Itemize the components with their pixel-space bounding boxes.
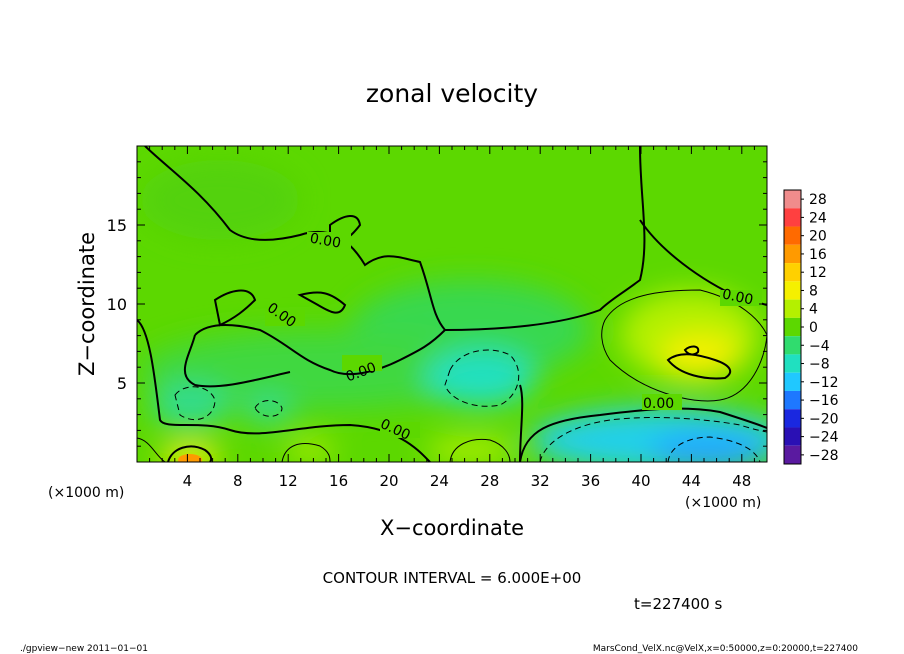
plot-area: 0.00 0.00 0.00 0.00 0.00 0.00 [137,146,767,462]
x-tick-label: 24 [430,472,449,490]
contour-label-bg [342,355,382,371]
contour-label-group: 0.00 0.00 0.00 0.00 0.00 0.00 [264,231,762,444]
colorbar-label: −20 [809,411,839,427]
colorbar-swatch [784,244,801,264]
colorbar-label: 12 [809,265,827,281]
colorbar-label: −28 [809,448,839,464]
x-axis-unit: (×1000 m) [685,495,761,511]
colorbar-label: 4 [809,302,818,318]
contour-label: 0.00 [721,286,755,308]
colorbar-label: 20 [809,229,827,245]
contour-label-bg [380,422,420,438]
colorbar-label: −8 [809,357,830,373]
contour-minus12-right [667,436,761,462]
field-patch [285,440,335,460]
y-axis: 5 10 15 [107,161,767,447]
colorbar-swatch [784,354,801,373]
x-tick-label: 44 [682,472,701,490]
contour-zero-center-lower [519,384,524,462]
colorbar-label: −24 [809,430,839,446]
colorbar-swatch [784,208,801,227]
field-patch [140,160,300,240]
contour-minus6-right [539,417,767,462]
colorbar-swatch [784,390,801,410]
colorbar: 28 24 20 16 12 8 4 0 −4 −8 −12 −16 −20 −24 −28 [783,189,839,465]
contour-dashed-lines [174,349,767,462]
colorbar-swatch [784,317,801,337]
x-tick-label: 16 [329,472,348,490]
field-patch [650,432,767,462]
contour-plus6-bottom [281,443,331,462]
colorbar-label: −4 [809,338,830,354]
time-label: t=227400 s [634,595,722,613]
contour-zero-upper [144,146,646,332]
x-tick-label: 20 [379,472,398,490]
colorbar-swatch [784,263,801,282]
colorbar-swatch [784,445,801,464]
x-tick-label: 32 [531,472,550,490]
colorbar-label: 16 [809,247,827,263]
contour-minus6-left2 [254,400,283,417]
colorbar-swatch [784,281,801,300]
colorbar-label: 8 [809,283,818,299]
contour-minus6-center [444,349,520,407]
contour-label-bg [642,394,682,410]
field-patch [425,438,515,462]
x-tick-label: 40 [631,472,650,490]
y-axis-label: Z−coordinate [75,232,99,376]
footer-right: MarsCond_VelX.nc@VelX,x=0:50000,z=0:2000… [593,644,858,654]
contour-label-bg [307,232,351,248]
y-tick-label: 5 [117,374,127,393]
colorbar-swatch [784,190,801,209]
field-patch [150,383,230,427]
colorbar-swatch [784,226,801,245]
y-axis-unit: (×1000 m) [48,485,124,501]
chart-title: zonal velocity [366,79,538,108]
contour-zero-center [194,324,446,376]
footer-left: ./gpview−new 2011−01−01 [20,644,148,654]
contour-plus6-bottom2 [449,438,511,462]
colorbar-swatch [784,372,801,391]
contour-island-b [297,291,347,314]
contour-label: 0.00 [309,231,342,252]
contour-minus6-left [174,386,216,420]
contour-label: 0.00 [643,396,674,412]
colorbar-label: 0 [809,320,818,336]
x-tick-label: 28 [480,472,499,490]
colorbar-swatch [784,427,801,446]
x-tick-label: 36 [581,472,600,490]
x-tick-label: 8 [233,472,243,490]
x-axis: 4 8 12 16 20 24 28 32 36 40 44 48 [149,146,755,490]
contour-label-bg [720,290,762,306]
field-patch [140,330,500,410]
contour-plus6-outline [601,289,767,402]
y-tick-label: 10 [107,295,127,314]
x-axis-label: X−coordinate [380,516,524,540]
colorbar-label: −12 [809,375,839,391]
contour-island-a [213,289,257,327]
field-patch [425,350,535,406]
contour-interval-note: CONTOUR INTERVAL = 6.000E+00 [323,569,582,587]
x-tick-label: 12 [279,472,298,490]
field-peak [178,454,202,462]
field-patch [243,396,293,424]
contour-zero-lower-right [519,407,767,462]
x-tick-label: 48 [732,472,751,490]
field-patch [160,444,220,462]
colorbar-swatch [784,299,801,318]
colorbar-swatch [784,409,801,428]
colorbar-label: 28 [809,192,827,208]
contour-thin-lines [137,289,767,462]
contour-label-bg [265,310,305,326]
colorbar-swatch [784,336,801,355]
y-tick-label: 15 [107,216,127,235]
colorbar-label: 24 [809,210,827,226]
contour-zero-mid [184,334,291,388]
x-tick-label: 4 [183,472,193,490]
contour-plus12-right [683,345,700,356]
colorbar-label: −16 [809,393,839,409]
contour-plus6-left [167,445,213,462]
